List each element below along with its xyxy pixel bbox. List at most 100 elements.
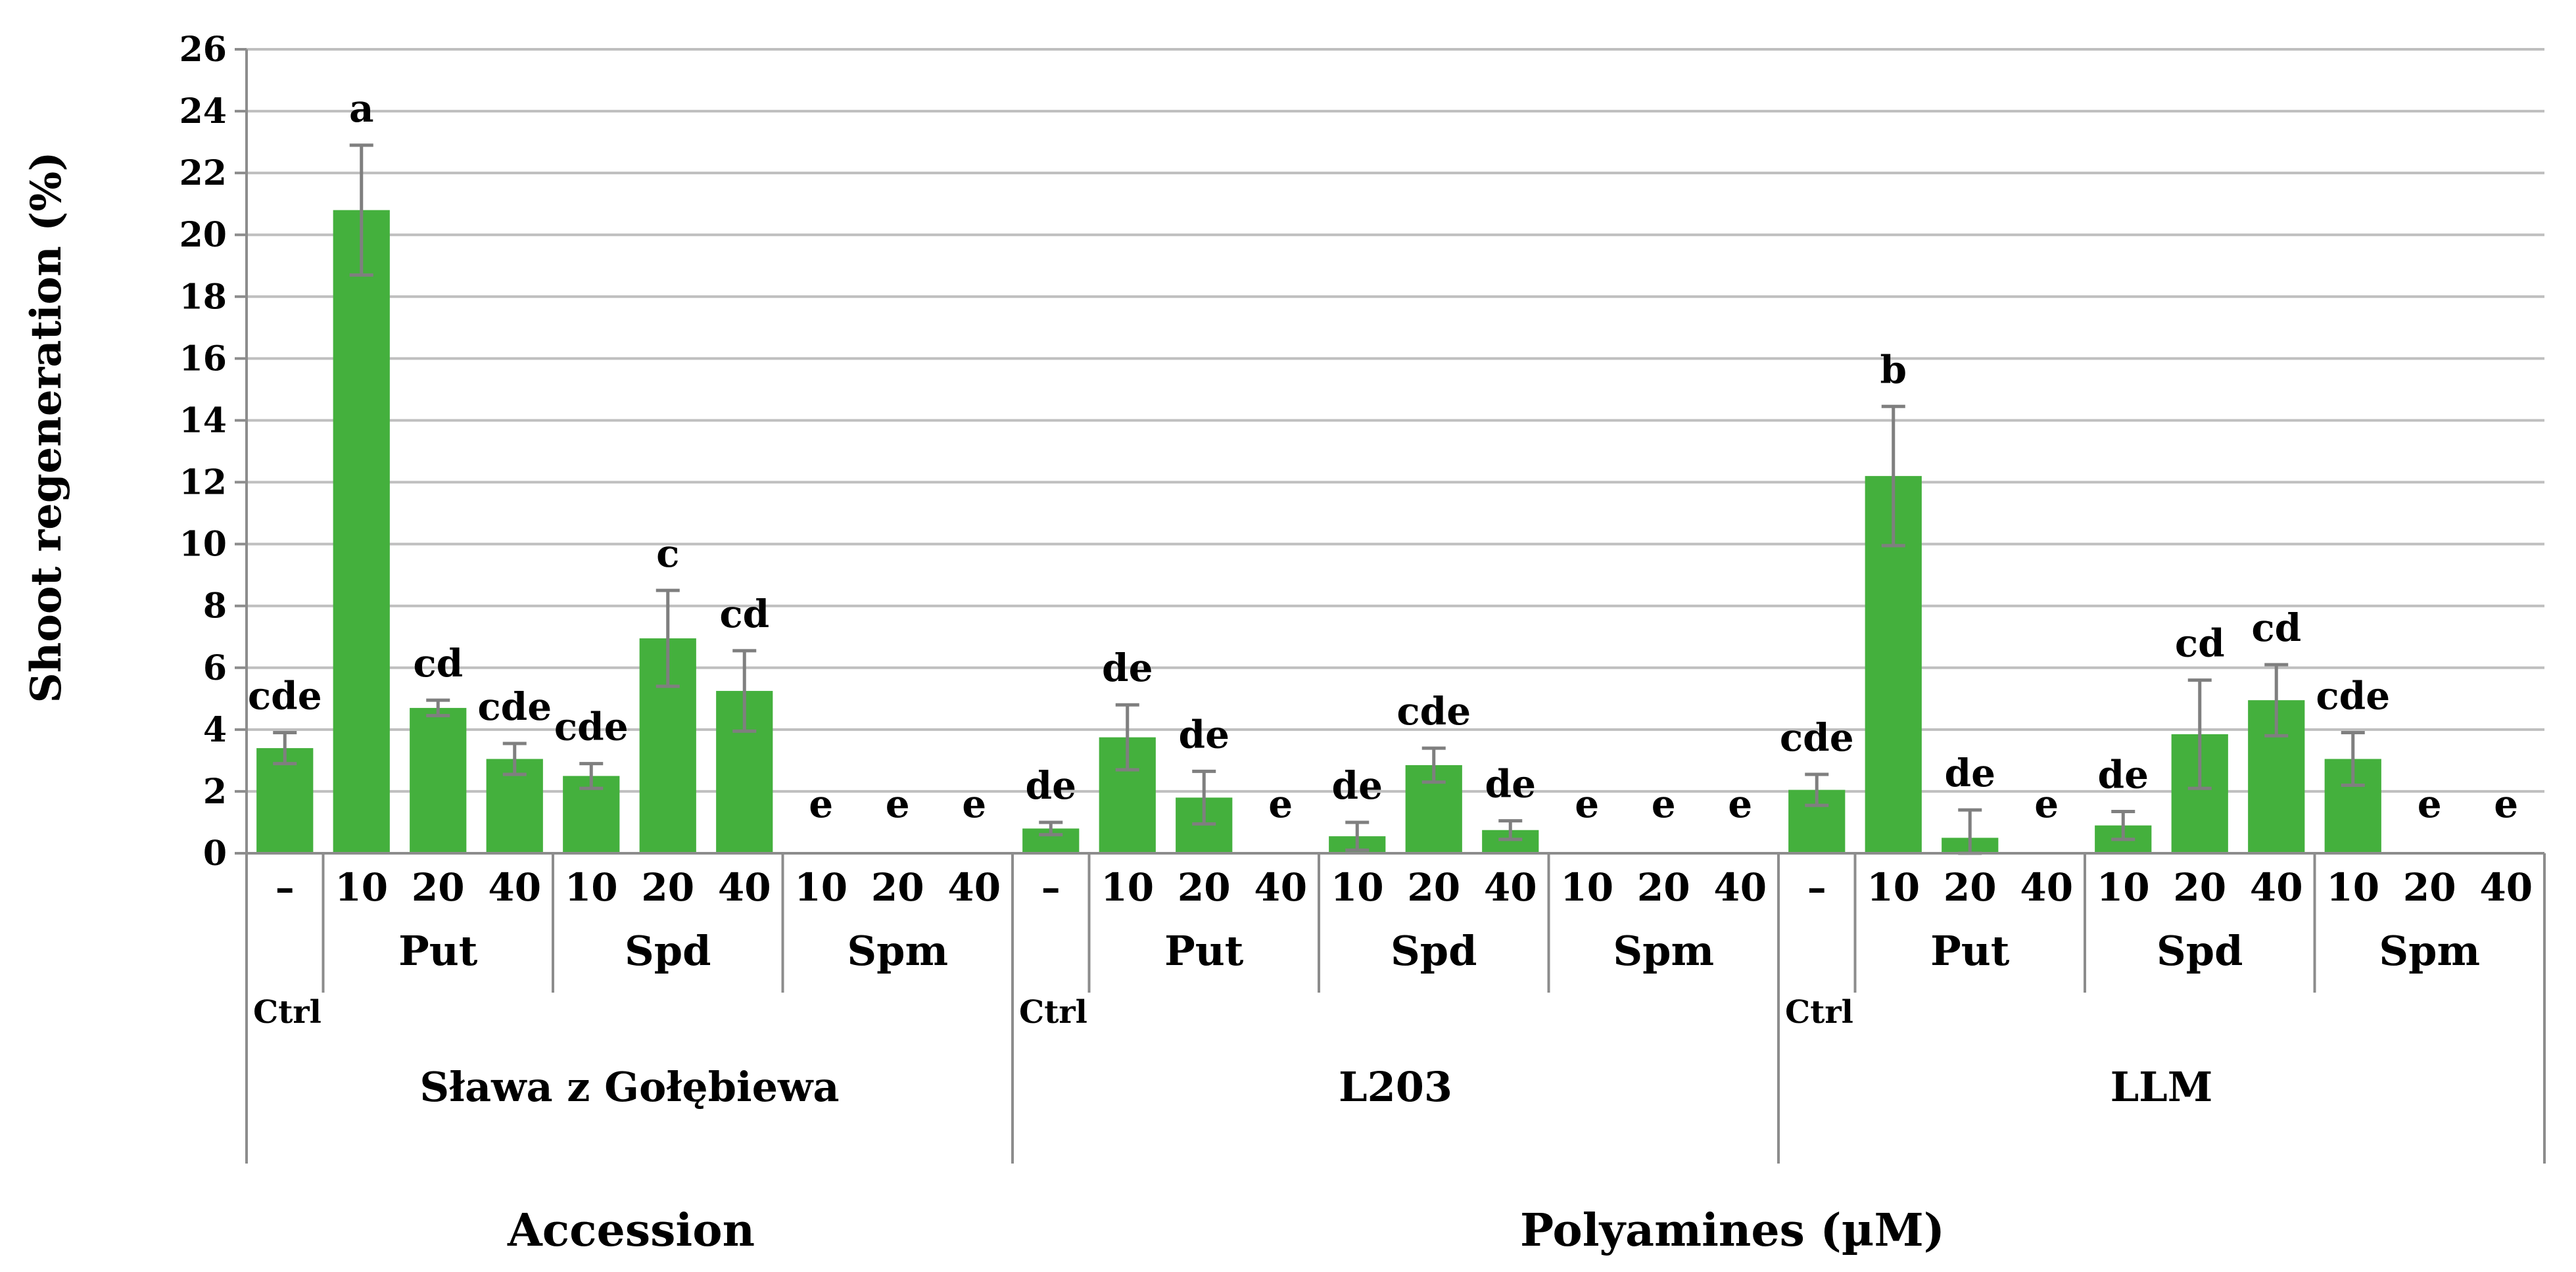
x-tick-label: 40 [1254,865,1307,910]
x-tick-label: 10 [1867,865,1920,910]
ctrl-label: Ctrl [1019,994,1087,1031]
significance-letter: e [2034,782,2059,826]
polyamine-group-label: Spm [2379,927,2480,975]
x-tick-label: 20 [871,865,924,910]
significance-letter: e [1728,782,1752,826]
x-tick-label: 20 [2173,865,2226,910]
y-tick-label: 8 [203,586,227,626]
bar [333,210,390,854]
y-tick-label: 22 [179,153,227,193]
x-tick-label: 10 [2097,865,2150,910]
accession-axis-title: Accession [507,1204,755,1257]
y-tick-label: 2 [203,772,227,812]
significance-letter: e [1575,782,1599,826]
significance-letter: e [809,782,833,826]
significance-letter: cde [1780,715,1854,760]
significance-letter: de [1945,751,1995,795]
x-tick-label: 10 [335,865,388,910]
significance-letter: b [1880,347,1907,392]
x-tick-label: 10 [1331,865,1384,910]
y-tick-label: 26 [179,30,227,70]
significance-letter: cde [248,674,322,718]
y-tick-label: 10 [179,525,227,565]
significance-letter: cde [477,684,552,729]
significance-letter: c [656,531,679,576]
x-tick-label: 10 [2326,865,2379,910]
polyamine-group-label: Put [1930,927,2010,975]
x-tick-label: 20 [2403,865,2456,910]
accession-label: Sława z Gołębiewa [419,1063,839,1111]
x-tick-label: 40 [1713,865,1767,910]
y-axis-label: Shoot regeneration (%) [22,151,71,703]
y-tick-label: 6 [203,648,227,688]
y-tick-label: 4 [203,710,227,750]
polyamines-axis-title: Polyamines (µM) [1520,1204,1945,1257]
x-tick-label: – [1041,865,1061,910]
significance-letter: de [1102,646,1153,690]
significance-letter: cd [2251,605,2301,650]
polyamine-group-label: Spd [2157,927,2243,975]
significance-letter: de [2098,752,2149,797]
x-tick-label: – [1807,865,1826,910]
x-tick-label: 20 [412,865,465,910]
y-tick-label: 20 [179,215,227,255]
significance-letter: e [2494,782,2518,826]
x-tick-label: 40 [2250,865,2303,910]
x-tick-label: 10 [1560,865,1613,910]
error-bars [273,143,2365,855]
x-tick-label: 20 [1407,865,1460,910]
polyamine-group-label: Spd [625,927,711,975]
significance-letter: e [886,782,910,826]
x-tick-label: 10 [794,865,847,910]
significance-letter: a [349,86,374,131]
y-tick-label: 18 [179,277,227,317]
y-tick-label: 12 [179,463,227,503]
gridlines [247,48,2544,793]
significance-letter: cde [2316,674,2390,718]
significance-letter: de [1332,763,1383,808]
significance-letter: e [1652,782,1676,826]
x-tick-label: 40 [2020,865,2073,910]
bar [256,748,314,853]
bars [256,210,2381,854]
y-tick-label: 24 [179,91,227,131]
x-tick-label: 40 [947,865,1001,910]
x-tick-label: 20 [1637,865,1690,910]
polyamine-group-label: Spm [847,927,948,975]
significance-letter: cde [554,705,629,749]
ctrl-label: Ctrl [1785,994,1853,1031]
significance-letter: cd [2175,621,2225,666]
y-tick-label: 0 [203,834,227,874]
x-tick-label: 10 [1101,865,1154,910]
significance-letter: de [1179,712,1229,757]
polyamine-group-label: Put [398,927,478,975]
significance-letter: e [2418,782,2442,826]
significance-letter: de [1485,762,1536,807]
significance-letter: de [1026,763,1076,808]
polyamine-group-label: Spm [1613,927,1714,975]
y-tick-label: 16 [179,339,227,379]
x-tick-label: 40 [718,865,771,910]
x-tick-label: 20 [1944,865,1997,910]
significance-letter: cde [1396,689,1471,734]
polyamine-group-label: Put [1164,927,1244,975]
x-tick-label: 20 [641,865,694,910]
ctrl-label: Ctrl [253,994,322,1031]
bar [410,707,467,853]
significance-letter: e [962,782,986,826]
significance-letter: cd [413,641,463,686]
significance-letter: cd [719,592,769,636]
x-tick-label: 40 [2479,865,2533,910]
significance-letter: e [1268,782,1293,826]
polyamine-group-label: Spd [1391,927,1477,975]
x-tick-label: 40 [488,865,541,910]
y-tick-label: 14 [179,400,227,440]
x-tick-label: 40 [1484,865,1537,910]
accession-label: L203 [1339,1063,1452,1111]
x-tick-label: – [275,865,295,910]
x-tick-label: 10 [565,865,618,910]
